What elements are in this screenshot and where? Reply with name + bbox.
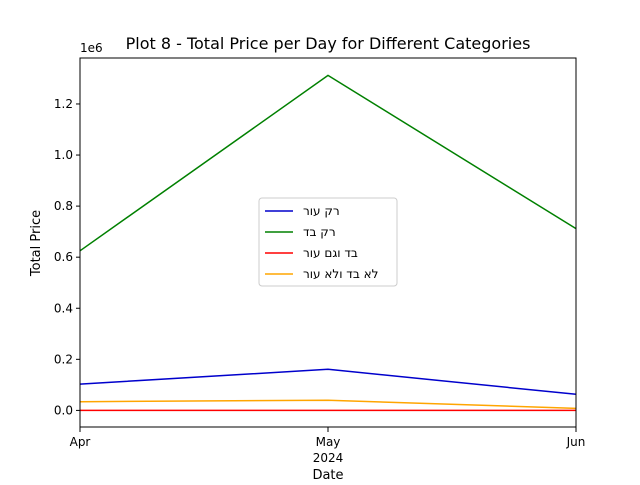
legend-label: רק בד: [303, 225, 336, 239]
legend: רק עור רק בד בד וגם עור לא בד ולא עור: [258, 197, 398, 287]
y-axis-label: Total Price: [29, 210, 44, 277]
x-year-label: 2024: [313, 451, 344, 465]
y-tick-label: 0.6: [54, 250, 73, 264]
y-offset-label: 1e6: [80, 41, 103, 55]
x-axis-label: Date: [312, 468, 343, 480]
y-tick-label: 1.2: [54, 97, 73, 111]
y-tick-label: 0.0: [54, 403, 73, 417]
y-tick-label: 1.0: [54, 148, 73, 162]
y-tick-label: 0.4: [54, 301, 73, 315]
x-tick-label: Apr: [70, 435, 91, 449]
series-line-1: [79, 74, 577, 252]
legend-label: לא בד ולא עור: [303, 267, 378, 281]
series-line-0: [79, 368, 577, 396]
legend-label: בד וגם עור: [303, 246, 358, 260]
y-tick-label: 0.8: [54, 199, 73, 213]
y-tick-label: 0.2: [54, 352, 73, 366]
x-tick-label: Jun: [566, 435, 586, 449]
chart-title: Plot 8 - Total Price per Day for Differe…: [126, 34, 531, 53]
series-line-3: [79, 399, 577, 410]
x-tick-label: May: [316, 435, 341, 449]
legend-box: [258, 197, 398, 287]
legend-label: רק עור: [303, 204, 340, 218]
plot-frame: [79, 57, 577, 428]
